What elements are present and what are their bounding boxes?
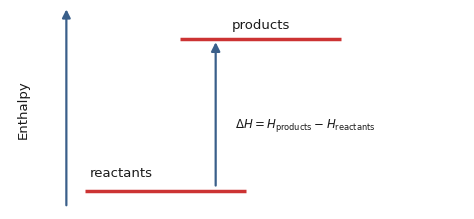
Text: reactants: reactants <box>90 167 153 180</box>
Text: products: products <box>231 19 290 32</box>
Text: Enthalpy: Enthalpy <box>17 80 30 139</box>
Text: $\Delta H = H_{\mathrm{products}} - H_{\mathrm{reactants}}$: $\Delta H = H_{\mathrm{products}} - H_{\… <box>235 117 375 134</box>
